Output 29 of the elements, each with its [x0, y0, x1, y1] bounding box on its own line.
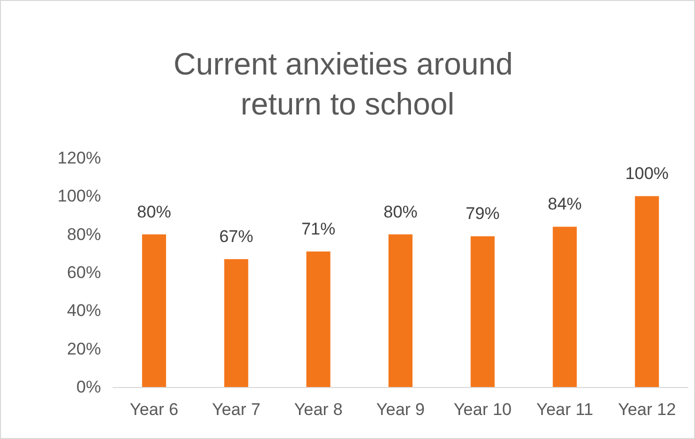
data-label: 79% [466, 204, 500, 224]
y-tick-label: 80% [66, 224, 101, 244]
data-label: 67% [219, 227, 254, 246]
y-tick-label: 0% [76, 378, 101, 396]
bar [142, 234, 166, 387]
x-tick-label: Year 10 [454, 400, 512, 419]
bar [470, 236, 495, 387]
bar [224, 259, 248, 387]
data-label: 84% [548, 194, 582, 214]
y-tick-label: 100% [58, 186, 101, 206]
y-tick-label: 40% [66, 301, 101, 320]
y-tick-label: 20% [66, 339, 101, 358]
bar [388, 234, 412, 387]
x-tick-label: Year 11 [536, 400, 594, 419]
x-tick-label: Year 12 [618, 400, 676, 419]
bar [552, 226, 577, 387]
y-tick-label: 120% [58, 148, 101, 168]
bar [306, 252, 330, 387]
data-label: 80% [383, 202, 418, 222]
y-tick-label: 60% [66, 263, 101, 282]
x-tick-label: Year 9 [376, 400, 425, 419]
data-label: 71% [301, 220, 336, 239]
data-label: 80% [137, 202, 172, 222]
x-tick-label: Year 6 [130, 400, 178, 419]
bar [634, 196, 659, 387]
x-tick-label: Year 7 [212, 400, 260, 419]
x-tick-label: Year 8 [294, 400, 343, 419]
chart-title: Current anxieties around return to school [173, 46, 522, 122]
data-label: 100% [625, 164, 669, 184]
